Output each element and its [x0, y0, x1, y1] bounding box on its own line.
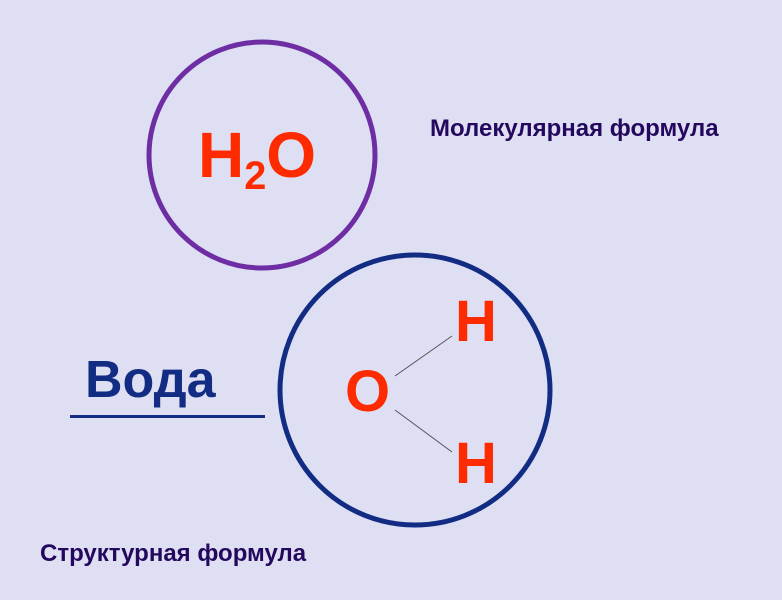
water-underline [70, 415, 265, 418]
label-structural-formula: Структурная формула [40, 540, 306, 568]
structural-oxygen: O [345, 358, 390, 425]
formula-subscript: 2 [244, 154, 266, 198]
bond-line-1 [395, 336, 452, 376]
formula-o: O [266, 119, 316, 191]
molecular-formula: H2O [198, 118, 316, 192]
structural-circle [280, 255, 550, 525]
diagram-svg [0, 0, 782, 600]
structural-hydrogen-1: H [455, 288, 497, 355]
label-water: Вода [85, 350, 216, 410]
structural-hydrogen-2: H [455, 430, 497, 497]
bond-line-2 [395, 410, 452, 452]
label-molecular-formula: Молекулярная формула [430, 115, 719, 143]
formula-h: H [198, 119, 244, 191]
